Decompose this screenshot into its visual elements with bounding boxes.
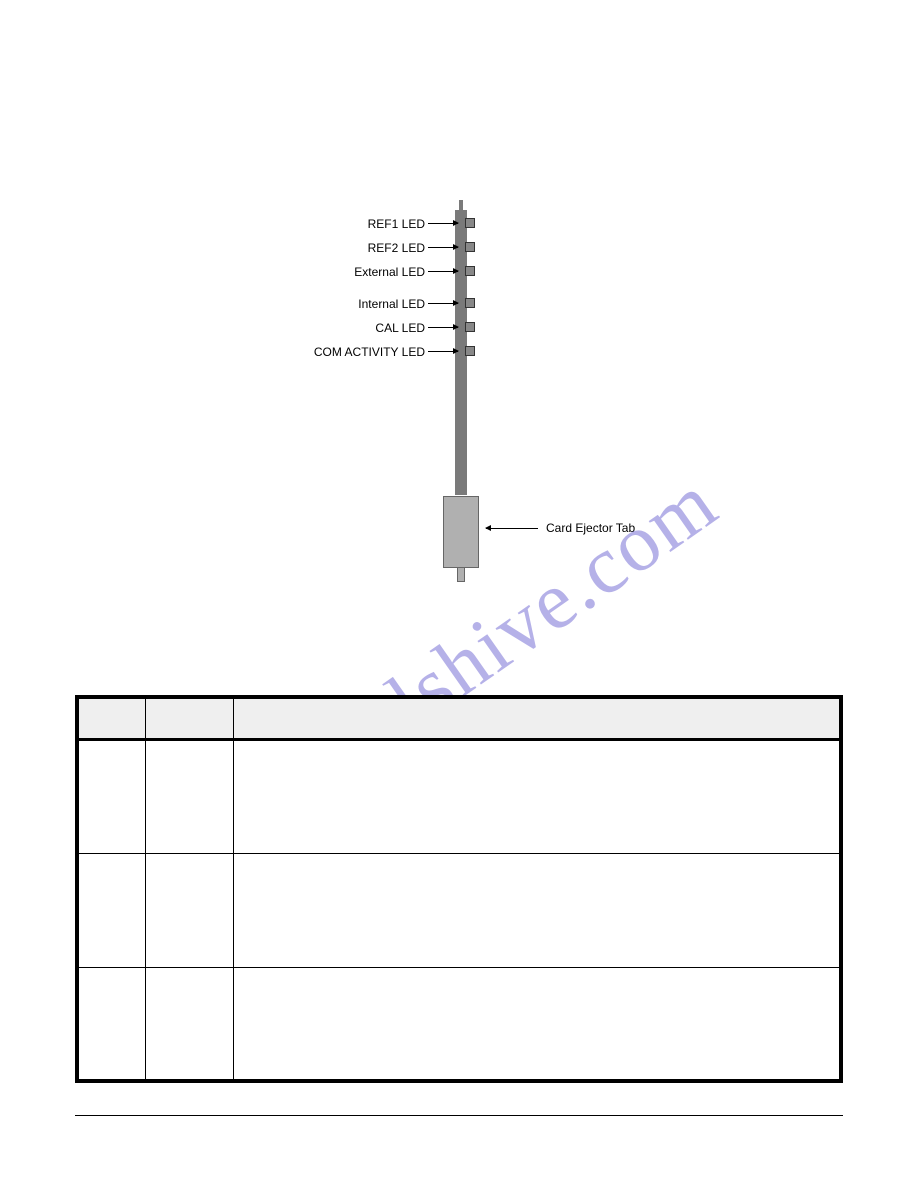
arrow-icon xyxy=(428,247,458,248)
table-header-row xyxy=(77,697,841,739)
table-cell xyxy=(233,739,841,853)
led-cal-label: CAL LED xyxy=(295,321,425,335)
ejector-label: Card Ejector Tab xyxy=(546,521,635,535)
led-ref1 xyxy=(465,218,475,228)
footer-divider xyxy=(75,1115,843,1116)
table-cell xyxy=(145,739,233,853)
table xyxy=(75,695,843,1083)
table-row xyxy=(77,967,841,1081)
arrow-icon xyxy=(428,303,458,304)
table-row xyxy=(77,739,841,853)
led-internal-label: Internal LED xyxy=(295,297,425,311)
card-ejector-tail xyxy=(457,568,465,582)
led-ref2-label: REF2 LED xyxy=(295,241,425,255)
arrow-icon xyxy=(428,351,458,352)
table-cell xyxy=(77,967,145,1081)
table-cell xyxy=(145,967,233,1081)
led-diagram: REF1 LED REF2 LED External LED Internal … xyxy=(0,200,918,600)
table-row xyxy=(77,853,841,967)
table-cell xyxy=(77,739,145,853)
arrow-icon xyxy=(428,327,458,328)
led-cal xyxy=(465,322,475,332)
led-internal xyxy=(465,298,475,308)
table-cell xyxy=(77,853,145,967)
table-cell xyxy=(233,967,841,1081)
table-header-cell xyxy=(77,697,145,739)
led-external xyxy=(465,266,475,276)
led-ref2 xyxy=(465,242,475,252)
table-cell xyxy=(145,853,233,967)
page: REF1 LED REF2 LED External LED Internal … xyxy=(0,0,918,1188)
arrow-icon xyxy=(428,271,458,272)
led-external-label: External LED xyxy=(295,265,425,279)
led-com-activity xyxy=(465,346,475,356)
table-header-cell xyxy=(233,697,841,739)
arrow-icon xyxy=(486,528,538,529)
card-ejector-tab xyxy=(443,496,479,568)
table-header-cell xyxy=(145,697,233,739)
table-cell xyxy=(233,853,841,967)
led-com-activity-label: COM ACTIVITY LED xyxy=(295,345,425,359)
led-description-table xyxy=(75,695,843,1083)
led-ref1-label: REF1 LED xyxy=(295,217,425,231)
arrow-icon xyxy=(428,223,458,224)
